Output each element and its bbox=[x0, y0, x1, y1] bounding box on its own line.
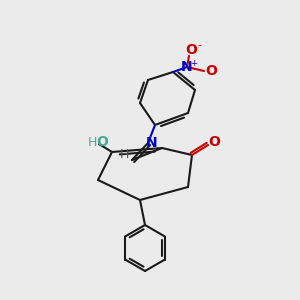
Text: O: O bbox=[185, 43, 197, 57]
Text: O: O bbox=[205, 64, 217, 78]
Text: H: H bbox=[87, 136, 97, 148]
Text: +: + bbox=[190, 59, 197, 68]
Text: H: H bbox=[119, 148, 129, 161]
Text: O: O bbox=[208, 135, 220, 149]
Text: N: N bbox=[181, 60, 193, 74]
Text: N: N bbox=[146, 136, 158, 150]
Text: -: - bbox=[197, 40, 201, 50]
Text: O: O bbox=[96, 135, 108, 149]
